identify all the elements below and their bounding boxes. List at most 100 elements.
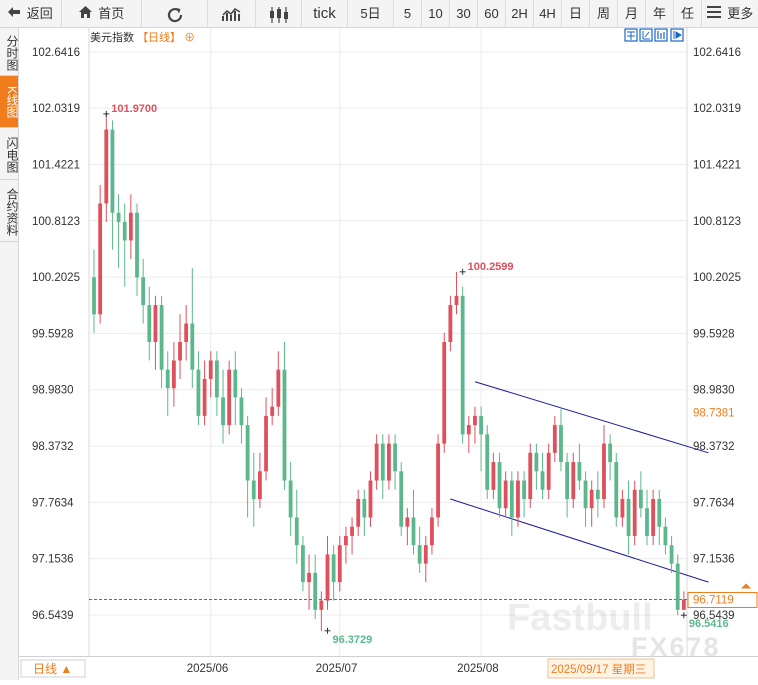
line-chart-button[interactable] [208,0,256,27]
candle-body [651,499,656,536]
candle-body [190,323,195,370]
candle-body [595,489,600,499]
candle-body [387,443,391,481]
candle-body [165,369,170,389]
candle-body [264,415,268,472]
x-tick-label: 2025/07 [316,663,358,675]
candle-body [393,443,397,472]
trend-channel [89,381,709,600]
candle-body [669,545,674,564]
candle-body [608,443,613,463]
candle-body [663,526,668,546]
candle-body [245,425,250,481]
candle-body [208,360,213,379]
fullscreen-icon[interactable] [624,28,638,42]
period-selector[interactable]: 日线 ▲ [20,659,86,678]
home-icon [78,6,96,21]
period-4h-button[interactable]: 4H [534,0,562,27]
candle-body [430,517,434,546]
candle-body [460,295,465,435]
period-5d-button[interactable]: 5日 [348,0,394,27]
candle-body [632,489,637,536]
candle-body [282,369,287,481]
candle-body [466,425,471,435]
candle-body [196,369,201,416]
y-tick-label-right: 100.8123 [693,216,741,228]
candle-body [626,499,631,536]
candle-body [104,129,109,204]
sidebar-item-flash[interactable]: 闪电图 [0,128,19,180]
candle-body [479,415,483,435]
candle-body [411,517,416,546]
expand-icon[interactable] [670,28,684,42]
period-custom-button[interactable]: 任 [674,0,702,27]
candle-body [221,397,225,426]
candle-body [141,277,146,306]
period-day-button[interactable]: 日 [562,0,590,27]
y-tick-label-left: 101.4221 [32,159,80,171]
back-button[interactable]: 返回 [0,0,62,27]
candle-body [270,406,275,416]
bottom-bar: 日线 ▲ 2025/06 2025/07 2025/08 2025/09/17 星期… [19,656,758,680]
candle-body [399,471,404,527]
kline-chart[interactable]: Fastbull FX678 101.9700 100.2599 96.3729 96… [19,28,758,656]
y-tick-label-right: 97.7634 [693,497,735,509]
svg-text:美元指数 【日线】 ⊕: 美元指数 【日线】 ⊕ [90,30,195,44]
period-10m-button[interactable]: 10 [422,0,450,27]
candle-body [307,572,311,583]
y-tick-label-right: 101.4221 [693,159,741,171]
candle-body [313,572,318,610]
candle-body [171,360,176,389]
y-tick-label-right: 102.6416 [693,47,741,59]
more-button[interactable]: 更多 [702,0,758,27]
period-30m-button[interactable]: 30 [450,0,478,27]
candle-body [534,452,539,472]
period-week-button[interactable]: 周 [590,0,618,27]
y-tick-label-left: 97.1536 [32,554,74,566]
candle-body [301,545,305,583]
candle-body [509,480,514,518]
candle-body [583,480,588,509]
candle-body [675,563,680,610]
drawing-tool-icon[interactable] [639,28,653,42]
candle-body [681,599,686,610]
period-60m-button[interactable]: 60 [478,0,506,27]
refresh-icon [166,6,184,22]
date-cursor: 2025/09/17 星期三 [547,658,655,679]
period-2h-button[interactable]: 2H [506,0,534,27]
annotation-label: 101.9700 [111,103,157,115]
candle-body [559,425,563,463]
price-tag-label: 98.7381 [693,407,735,419]
candle-body [380,443,385,481]
candle-body [374,443,379,481]
candle-body [546,452,551,490]
add-indicator-icon: ⊕ [184,32,195,44]
period-month-button[interactable]: 月 [618,0,646,27]
annotation-label: 96.5416 [689,618,729,630]
home-button[interactable]: 首页 [62,0,142,27]
candle-body [325,554,330,601]
tick-button[interactable]: tick [302,0,348,27]
candle-body [98,203,103,315]
indicator-tool-icon[interactable] [654,28,668,42]
candle-body [645,508,649,536]
candle-body [319,600,324,610]
candle-body [638,489,643,509]
period-year-button[interactable]: 年 [646,0,674,27]
candle-body [227,369,232,426]
menu-icon [706,6,725,21]
candle-body [454,295,459,306]
back-arrow-icon [8,6,24,21]
candle-body [92,277,96,315]
period-5m-button[interactable]: 5 [394,0,422,27]
candle-body [620,499,625,518]
sidebar-item-kline[interactable]: K线图 [0,76,19,128]
candlestick-button[interactable] [256,0,302,27]
sidebar-item-timeshare[interactable]: 分时图 [0,28,19,76]
date-cursor-label: 2025/09/17 星期三 [551,663,646,676]
y-tick-label-left: 102.0319 [32,103,80,115]
refresh-button[interactable] [142,0,208,27]
sidebar-item-contract[interactable]: 合约资料 [0,180,19,242]
y-tick-label-left: 99.5928 [32,328,74,340]
home-label: 首页 [98,6,125,21]
